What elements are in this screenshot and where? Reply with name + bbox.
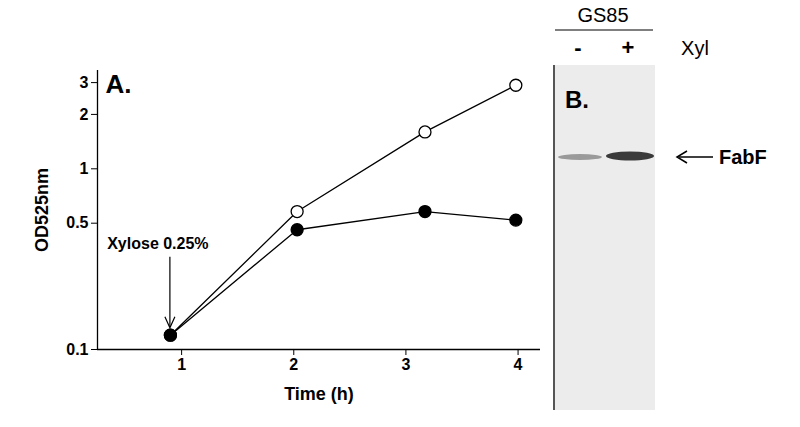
svg-text:OD525nm: OD525nm bbox=[32, 168, 52, 252]
svg-text:Time (h): Time (h) bbox=[284, 384, 354, 404]
svg-text:0.1: 0.1 bbox=[66, 341, 88, 358]
svg-text:0.5: 0.5 bbox=[66, 214, 88, 231]
svg-text:1: 1 bbox=[177, 356, 186, 373]
svg-text:+: + bbox=[622, 35, 635, 60]
svg-text:B.: B. bbox=[565, 86, 589, 113]
svg-text:FabF: FabF bbox=[719, 146, 767, 168]
svg-text:Xylose 0.25%: Xylose 0.25% bbox=[107, 235, 208, 252]
svg-text:2: 2 bbox=[289, 356, 298, 373]
svg-text:-: - bbox=[574, 35, 581, 60]
svg-text:4: 4 bbox=[514, 356, 523, 373]
svg-text:Xyl: Xyl bbox=[681, 37, 709, 59]
svg-text:2: 2 bbox=[80, 106, 89, 123]
svg-text:A.: A. bbox=[106, 69, 132, 99]
svg-text:3: 3 bbox=[401, 356, 410, 373]
svg-text:1: 1 bbox=[80, 160, 89, 177]
svg-text:GS85: GS85 bbox=[577, 4, 628, 26]
svg-text:3: 3 bbox=[80, 74, 89, 91]
